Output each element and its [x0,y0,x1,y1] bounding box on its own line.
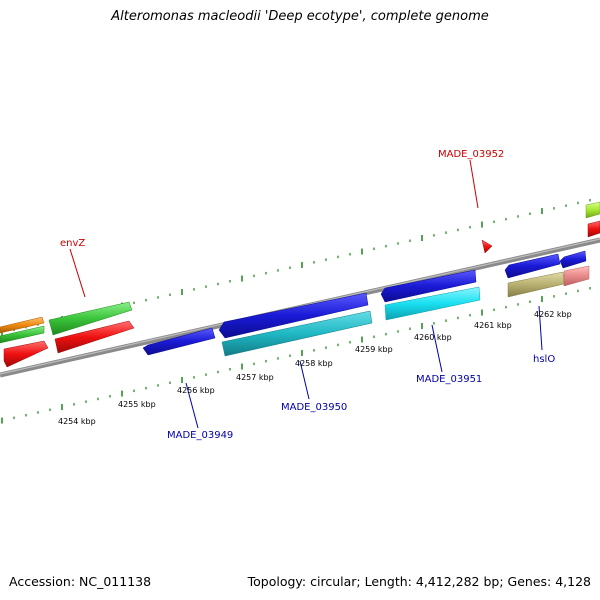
feature-made-03949[interactable] [142,327,216,356]
feature-red-small[interactable] [3,340,49,368]
scale-label: 4261 kbp [474,321,512,330]
feature-green-small[interactable] [0,325,45,344]
scale-labels: 4254 kbp 4255 kbp 4256 kbp 4257 kbp 4258… [58,310,572,426]
feature-envz-green[interactable] [48,301,133,336]
label-hslo: hslO [533,354,555,365]
feature-made-03951[interactable] [384,286,481,321]
scale-label: 4260 kbp [414,333,452,342]
feature-made-03950[interactable] [221,310,373,357]
scale-label: 4254 kbp [58,417,96,426]
leader-made-03952 [469,159,479,209]
callout-lines [69,159,543,429]
scale-label: 4262 kbp [534,310,572,319]
scale-label: 4257 kbp [236,373,274,382]
feature-orange[interactable] [0,316,45,334]
feature-pink[interactable] [563,265,590,287]
feature-envz-red[interactable] [54,320,135,354]
feature-made-03952-blue[interactable] [380,269,477,303]
leader-made-03949 [185,382,199,429]
leader-made-03950 [299,360,310,400]
accession-text: Accession: NC_011138 [9,574,152,589]
label-envz: envZ [60,238,85,249]
leader-hslo [538,305,543,351]
lower-tick-row [1,287,591,424]
label-made-03952: MADE_03952 [438,149,504,160]
map-title: Alteromonas macleodii 'Deep ecotype', co… [111,9,489,24]
feature-blue-right[interactable] [504,253,561,279]
feature-blue-long[interactable] [218,292,369,339]
leader-made-03951 [431,324,443,373]
scale-label: 4258 kbp [295,359,333,368]
label-made-03951: MADE_03951 [416,374,482,385]
feature-red-right[interactable] [587,220,600,238]
label-made-03949: MADE_03949 [167,430,233,441]
label-made-03950: MADE_03950 [281,402,347,413]
genome-summary-text: Topology: circular; Length: 4,412,282 bp… [247,574,591,589]
scale-label: 4259 kbp [355,345,393,354]
scale-label: 4255 kbp [118,400,156,409]
scale-label: 4256 kbp [177,386,215,395]
leader-envz [69,248,86,298]
feature-lime[interactable] [585,201,600,219]
feature-made-03952-marker[interactable] [481,239,493,254]
feature-blue-small-right[interactable] [559,250,587,269]
